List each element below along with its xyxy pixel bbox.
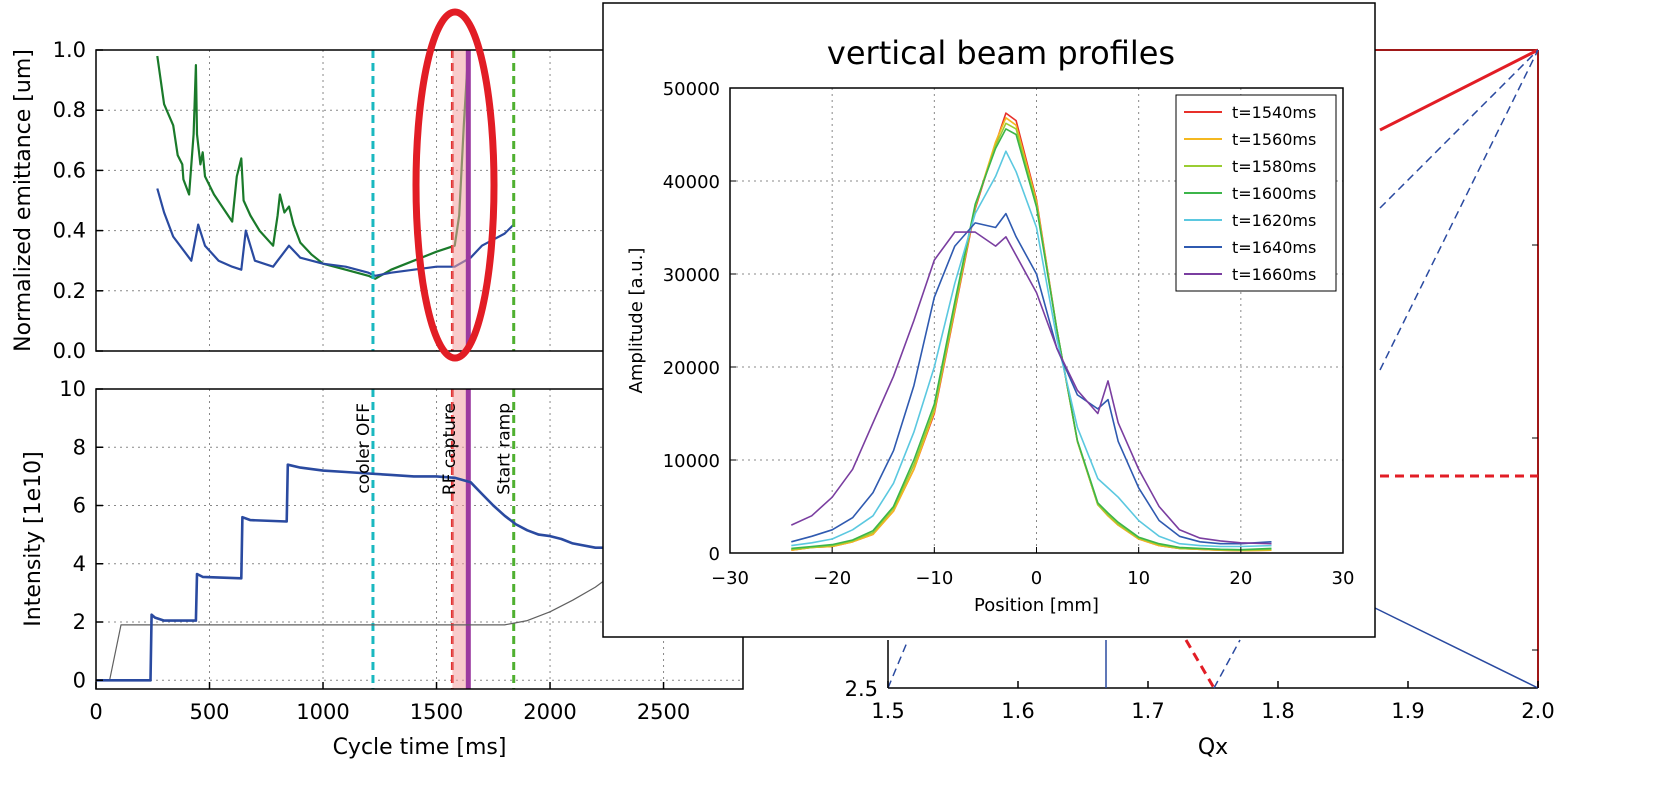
y-tick-label: 50000: [663, 79, 720, 100]
legend-label: t=1560ms: [1232, 130, 1316, 149]
y-tick-label: 0.2: [53, 279, 86, 303]
inset-xlabel: Position [mm]: [974, 595, 1099, 616]
y-tick-label: 8: [73, 435, 86, 459]
y-tick-label: 40000: [663, 172, 720, 193]
legend-label: t=1620ms: [1232, 211, 1316, 230]
x-tick-label: −10: [915, 568, 953, 589]
y-tick-label: 0.8: [53, 98, 86, 122]
x-tick-label: 0: [1031, 568, 1042, 589]
legend-label: t=1660ms: [1232, 265, 1316, 284]
profile-line-4: [791, 150, 1272, 548]
x-tick-label: 1.9: [1391, 699, 1424, 723]
x-tick-label: 2.0: [1521, 699, 1554, 723]
y-tick-label: 10: [59, 377, 86, 401]
y-tick-label: 0.0: [53, 339, 86, 363]
tune-resonance-blue-3: [1374, 607, 1539, 689]
annotation-label: cooler OFF: [354, 403, 374, 494]
x-tick-label: 20: [1229, 568, 1252, 589]
y-tick-label: 4: [73, 552, 86, 576]
y-tick-label: 10000: [663, 451, 720, 472]
annotation-label: RF capture: [440, 403, 460, 495]
y-tick-label: 0: [709, 544, 720, 565]
x-tick-label: 1500: [410, 700, 463, 724]
y-tick-label: 1.0: [53, 38, 86, 62]
legend-label: t=1600ms: [1232, 184, 1316, 203]
x-tick-label: −20: [813, 568, 851, 589]
x-tick-label: 30: [1332, 568, 1355, 589]
highlight-ellipse: [412, 8, 498, 362]
profile-line-2: [791, 122, 1272, 552]
profile-line-6: [790, 231, 1272, 545]
x-tick-label: −30: [711, 568, 749, 589]
emittance-ylabel: Normalized emittance [um]: [11, 49, 36, 352]
inset-legend: t=1540ms t=1560ms t=1580ms t=1600ms t=1620ms…: [1175, 94, 1337, 292]
tune-resonance-blue-5: [1213, 639, 1241, 689]
intensity-gray-line: [109, 574, 612, 681]
x-tick-label: 2500: [637, 700, 690, 724]
x-tick-label: 10: [1127, 568, 1150, 589]
legend-label: t=1580ms: [1232, 157, 1316, 176]
inset-title: vertical beam profiles: [827, 34, 1175, 72]
x-tick-label: 0: [89, 700, 102, 724]
emittance-rf-band: [452, 50, 467, 351]
profiles-inset-panel: −30 −20 −10 0 10 20 30 0 10000 20000 30000 40000 500…: [602, 2, 1376, 638]
y-tick-label: 2: [73, 610, 86, 634]
y-tick-label: 0.6: [53, 158, 86, 182]
inset-background: [602, 2, 1376, 638]
y-tick-label: 6: [73, 494, 86, 518]
x-tick-label: 1.8: [1261, 699, 1294, 723]
legend-label: t=1640ms: [1232, 238, 1316, 257]
y-tick-label: 0: [73, 668, 86, 692]
intensity-xlabel: Cycle time [ms]: [333, 735, 507, 760]
tune-xlabel: Qx: [1198, 735, 1228, 760]
tune-resonance-red: [1379, 48, 1539, 132]
profile-line-5: [791, 212, 1272, 545]
y-tick-label: 20000: [663, 358, 720, 379]
tune-resonance-blue-2: [1379, 49, 1539, 371]
profile-line-3: [791, 128, 1272, 551]
y-tick-label: 2.5: [845, 677, 878, 701]
y-tick-label: 30000: [663, 265, 720, 286]
x-tick-label: 1.7: [1131, 699, 1164, 723]
left-panels: 0.0 0.2 0.4 0.6 0.8 1.0 Normalized emittance […: [11, 8, 744, 760]
y-tick-label: 0.4: [53, 219, 86, 243]
tune-resonance-blue-1: [1379, 49, 1539, 209]
inset-ylabel: Amplitude [a.u.]: [626, 248, 647, 394]
x-tick-label: 1.6: [1001, 699, 1034, 723]
legend-label: t=1540ms: [1232, 103, 1316, 122]
intensity-rf-band: [452, 389, 467, 689]
x-tick-label: 1000: [296, 700, 349, 724]
x-tick-label: 1.5: [871, 699, 904, 723]
intensity-blue-line: [96, 463, 612, 682]
tune-resonance-red-2: [1184, 639, 1216, 689]
x-tick-label: 2000: [523, 700, 576, 724]
tune-resonance-blue-4: [887, 639, 909, 689]
intensity-ylabel: Intensity [1e10]: [21, 451, 46, 626]
x-tick-label: 500: [189, 700, 229, 724]
annotation-label: Start ramp: [495, 403, 515, 495]
emittance-line-1: [156, 188, 515, 277]
